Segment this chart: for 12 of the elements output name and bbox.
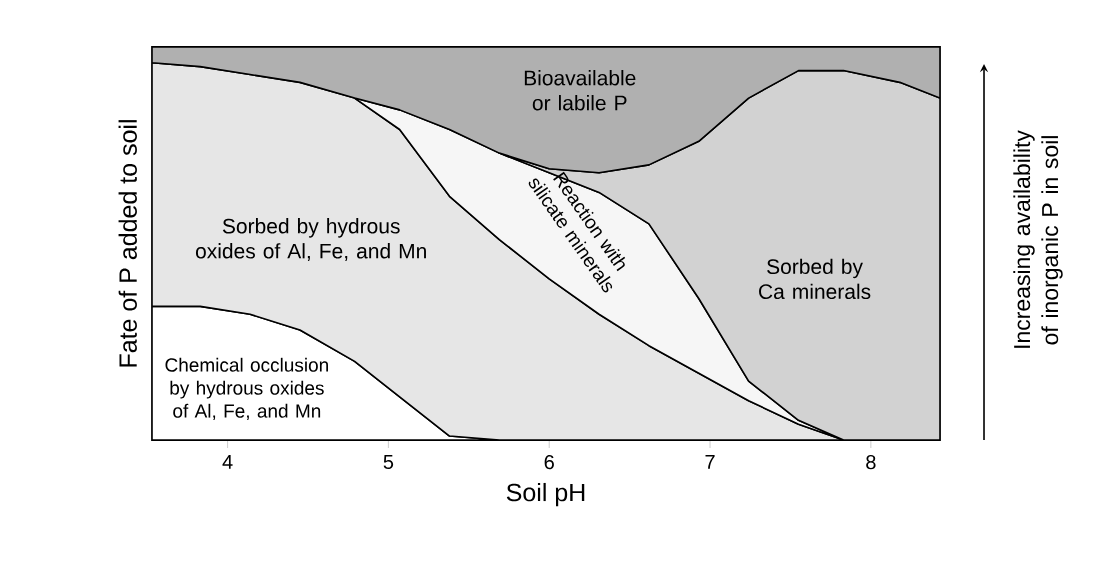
y-axis-title: Fate of P added to soil	[118, 120, 137, 367]
series-label: Bioavailable or labile P	[524, 70, 636, 111]
x-tick-label: 5	[383, 455, 394, 470]
x-tick-label: 7	[705, 455, 715, 469]
x-axis-title: Soil pH	[506, 482, 585, 507]
text: Increasing availability of inorganic P in soil	[1013, 130, 1063, 348]
series-label: Chemical occlusion by hydrous oxides of Al, Fe, and Mn	[165, 357, 328, 421]
x-tick-label: 4	[222, 455, 233, 469]
series-label: Sorbed by Ca minerals	[759, 258, 871, 300]
series-label: Sorbed by hydrous oxides of Al, Fe, and Mn	[195, 218, 426, 262]
x-tick-label: 8	[866, 455, 876, 470]
x-tick-label: 6	[544, 455, 554, 470]
